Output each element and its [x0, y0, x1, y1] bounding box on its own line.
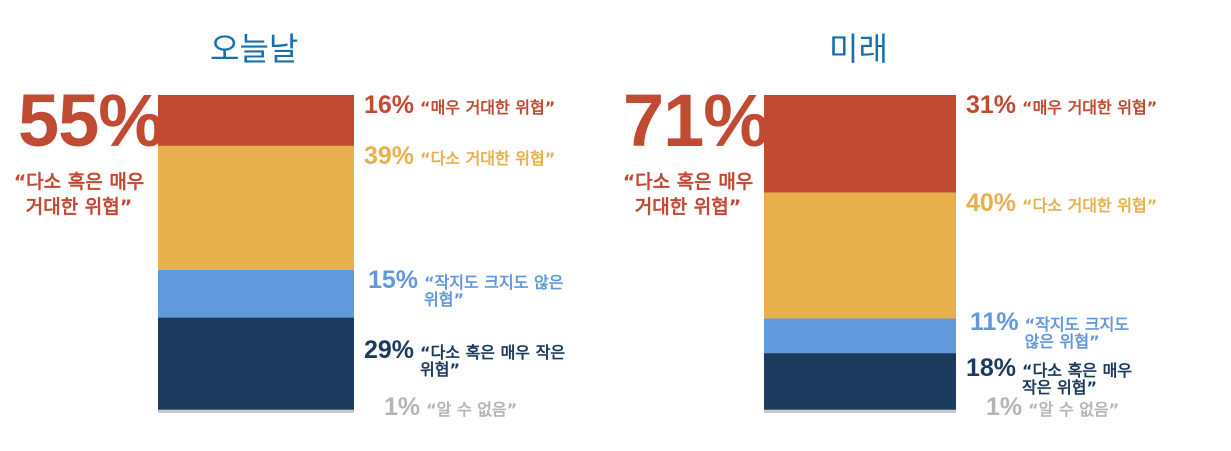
summary-label: “다소 혹은 매우 거대한 위협” [13, 171, 145, 218]
segment-text: “다소 거대한 위협” [1022, 195, 1158, 215]
segment-text: “다소 혹은 매우 작은 위협” [420, 342, 566, 379]
segment-label-dont-know: 1% “알 수 없음” [384, 395, 518, 420]
bar-segment-neither [158, 269, 354, 318]
segment-label-somewhat-great: 39% “다소 거대한 위협” [364, 143, 556, 168]
bar-segment-neither [764, 318, 956, 354]
segment-text: “다소 거대한 위협” [420, 148, 556, 168]
segment-text: “작지도 크지도 않은 위협” [424, 272, 564, 309]
chart-panel-today: 오늘날 55% “다소 혹은 매우 거대한 위협” 16% “매우 거대한 위협”… [0, 0, 615, 451]
chart-title: 미래 [829, 30, 888, 68]
segment-text: “알 수 없음” [1028, 400, 1120, 419]
bar-segment-dont-know [158, 409, 354, 413]
summary-percent: 55% [18, 79, 164, 162]
bar-segment-somewhat-great [764, 192, 956, 319]
summary-label: “다소 혹은 매우 거대한 위협” [622, 171, 754, 218]
segment-percent: 1% [986, 393, 1023, 421]
segment-percent: 31% [966, 91, 1017, 119]
chart-title: 오늘날 [210, 30, 299, 68]
bar-segment-dont-know [764, 409, 956, 413]
segment-label-small: 29% “다소 혹은 매우 작은 위협” [364, 337, 566, 379]
segment-text: “작지도 크지도 않은 위협” [1024, 314, 1130, 351]
bar-segment-small [158, 317, 354, 410]
segment-label-dont-know: 1% “알 수 없음” [986, 395, 1120, 420]
segment-percent: 29% [364, 335, 415, 364]
segment-text: “알 수 없음” [426, 400, 518, 419]
segment-percent: 39% [364, 141, 415, 170]
segment-label-very-great: 31% “매우 거대한 위협” [966, 93, 1158, 118]
segment-percent: 1% [384, 393, 421, 421]
segment-percent: 15% [368, 265, 419, 294]
bar-segment-somewhat-great [158, 145, 354, 270]
segment-text: “매우 거대한 위협” [420, 98, 556, 117]
segment-label-very-great: 16% “매우 거대한 위협” [364, 93, 556, 118]
segment-percent: 40% [966, 188, 1017, 217]
segment-percent: 16% [364, 91, 415, 119]
segment-text: “다소 혹은 매우 작은 위협” [1022, 360, 1133, 397]
segment-percent: 11% [970, 307, 1019, 336]
segment-percent: 18% [966, 353, 1017, 382]
chart-panel-future: 미래 71% “다소 혹은 매우 거대한 위협” 31% “매우 거대한 위협” 4… [615, 0, 1231, 451]
bar-segment-very-great [158, 95, 354, 146]
stacked-bar-future [764, 95, 956, 413]
segment-text: “매우 거대한 위협” [1022, 98, 1158, 117]
segment-label-neither: 15% “작지도 크지도 않은 위협” [368, 267, 564, 309]
segment-label-neither: 11% “작지도 크지도 않은 위협” [970, 309, 1130, 351]
bar-segment-very-great [764, 95, 956, 193]
segment-label-small: 18% “다소 혹은 매우 작은 위협” [966, 355, 1133, 397]
bar-segment-small [764, 353, 956, 410]
summary-percent: 71% [623, 79, 769, 162]
stacked-bar-today [158, 95, 354, 413]
segment-label-somewhat-great: 40% “다소 거대한 위협” [966, 190, 1158, 215]
